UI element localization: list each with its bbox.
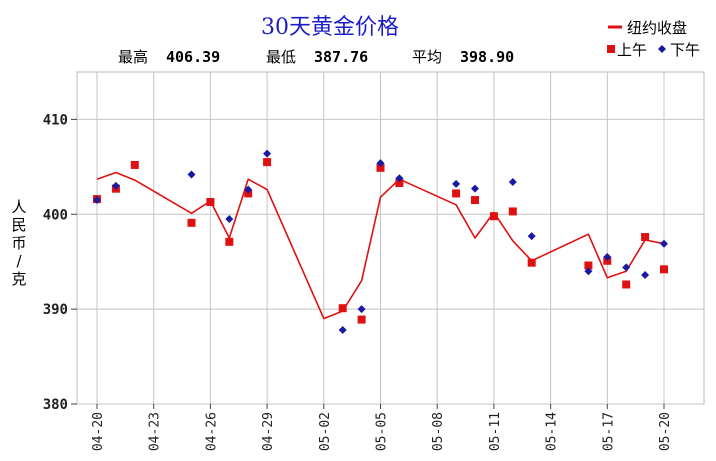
- x-tick-label: 04-23: [148, 412, 163, 451]
- point-am: [527, 258, 536, 267]
- point-am: [471, 196, 479, 205]
- stats-row: 最高 406.39 最低 387.76 平均 398.90: [118, 48, 514, 66]
- point-pm: [111, 181, 120, 190]
- point-am: [395, 178, 404, 187]
- point-pm: [395, 174, 404, 183]
- x-tick-label: 05-14: [545, 412, 560, 451]
- plot-frame: [76, 71, 705, 405]
- point-am: [641, 233, 650, 242]
- point-am: [263, 158, 272, 167]
- point-pm: [622, 263, 631, 272]
- point-am: [452, 189, 461, 198]
- point-am: [660, 265, 668, 274]
- stat-avg-value: 398.90: [460, 48, 514, 66]
- ylabel-char-4: /: [16, 252, 22, 270]
- point-pm: [641, 270, 650, 279]
- point-am: [357, 315, 366, 324]
- x-tick-label: 04-26: [204, 412, 219, 451]
- x-tick-label: 05-11: [488, 412, 503, 451]
- point-pm: [527, 232, 536, 241]
- stat-avg-label: 平均: [412, 48, 442, 66]
- grid: [76, 71, 705, 405]
- point-pm: [376, 159, 385, 168]
- point-pm: [508, 178, 517, 187]
- ylabel-char-2: 民: [11, 216, 26, 234]
- point-pm: [584, 267, 593, 276]
- stat-high-label: 最高: [118, 48, 148, 66]
- stat-high-value: 406.39: [166, 48, 220, 66]
- legend-label-pm: 下午: [670, 41, 700, 59]
- point-am: [622, 280, 631, 289]
- x-tick-label: 05-02: [318, 412, 333, 451]
- point-am: [508, 207, 517, 216]
- point-am: [225, 237, 234, 246]
- ylabel-char-1: 人: [11, 198, 26, 216]
- chart-title: 30天黄金价格: [261, 15, 399, 40]
- point-pm: [338, 326, 347, 335]
- point-pm: [244, 185, 253, 194]
- y-tick-label: 400: [43, 207, 68, 223]
- point-pm: [187, 170, 196, 179]
- point-pm: [603, 252, 612, 261]
- stat-low-value: 387.76: [314, 48, 368, 66]
- y-tick-label: 390: [43, 302, 68, 318]
- x-tick-label: 05-17: [601, 412, 616, 451]
- x-tick-label: 05-05: [375, 412, 390, 451]
- point-am: [130, 160, 139, 169]
- point-pm: [357, 305, 366, 314]
- axes: 380 390 400 410 04-20 04-23 04-26 04-29 05-02 05-…: [43, 112, 673, 451]
- legend-diamond-swatch: [658, 45, 666, 53]
- point-pm: [263, 149, 272, 158]
- legend-square-swatch: [607, 45, 615, 53]
- y-tick-label: 410: [43, 112, 68, 128]
- y-tick-label: 380: [43, 397, 68, 413]
- stat-low-label: 最低: [266, 48, 296, 66]
- ylabel-char-5: 克: [11, 270, 26, 288]
- ylabel-char-3: 币: [11, 234, 26, 252]
- point-pm: [225, 215, 234, 224]
- point-am: [376, 163, 385, 172]
- legend: 纽约收盘 上午 下午: [607, 19, 700, 59]
- point-am: [338, 304, 347, 313]
- x-tick-label: 04-29: [261, 412, 276, 451]
- x-tick-label: 05-08: [431, 412, 446, 451]
- point-am: [489, 212, 498, 221]
- point-am: [187, 218, 196, 227]
- x-tick-label: 04-20: [91, 412, 106, 451]
- point-am: [584, 261, 593, 270]
- point-pm: [471, 184, 479, 193]
- legend-label-am: 上午: [617, 41, 647, 59]
- point-pm: [660, 239, 668, 248]
- series-line-close: [96, 171, 665, 320]
- x-tick-label: 05-20: [658, 412, 673, 451]
- point-pm: [93, 196, 101, 205]
- legend-label-close: 纽约收盘: [627, 19, 687, 37]
- y-axis-label: 人 民 币 / 克: [11, 198, 26, 288]
- point-pm: [452, 179, 461, 188]
- series-layer: [93, 149, 668, 335]
- point-am: [206, 197, 215, 206]
